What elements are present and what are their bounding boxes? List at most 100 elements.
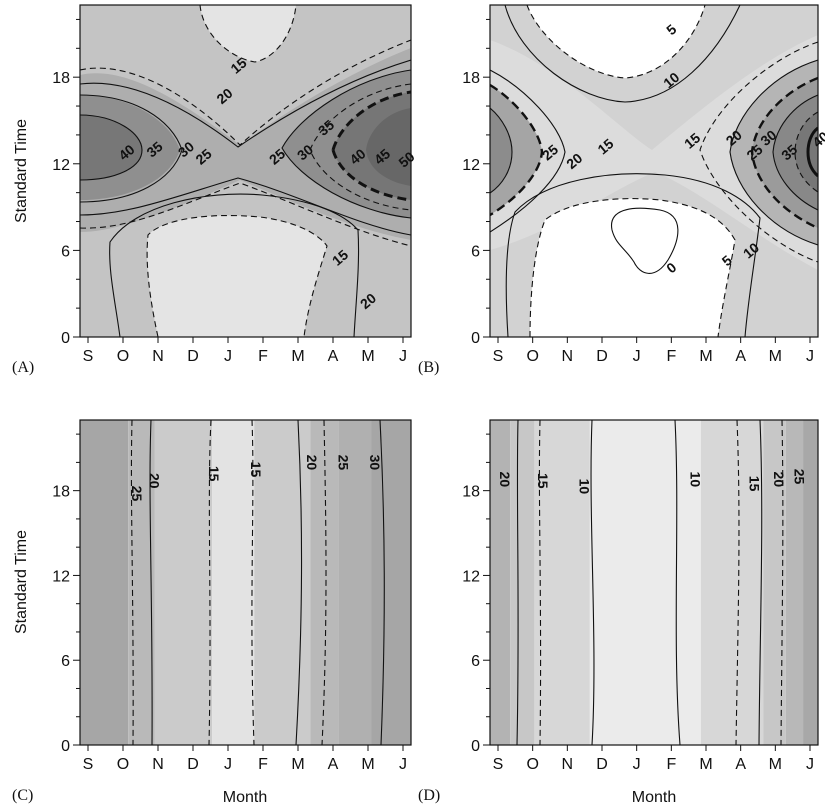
panel-c-y-axis-title: Standard Time (13, 530, 30, 634)
contour-band (589, 420, 701, 745)
contour-band (154, 420, 213, 745)
x-tick-label: D (187, 348, 199, 365)
y-tick-label: 12 (52, 568, 70, 585)
x-tick-label: D (596, 348, 608, 365)
y-tick-label: 0 (61, 738, 70, 755)
contour-label: 15 (535, 473, 551, 489)
x-tick-label: F (258, 348, 268, 365)
contour-label: 20 (497, 472, 513, 488)
panel-d-contour-labels: 20 15 10 10 15 20 25 (497, 469, 808, 495)
x-tick-label: A (735, 756, 746, 773)
y-tick-label: 18 (52, 70, 70, 87)
x-tick-label: A (328, 348, 339, 365)
contour-label: 15 (206, 466, 222, 482)
y-tick-label: 6 (61, 243, 70, 260)
contour-band (338, 420, 372, 745)
contour-band (534, 420, 590, 745)
panel-d-contour-lines (516, 419, 784, 746)
contour-band (371, 420, 411, 745)
y-tick-label: 6 (61, 653, 70, 670)
x-tick-label: N (562, 756, 574, 773)
x-tick-label: J (224, 348, 232, 365)
contour-label: 20 (147, 473, 163, 489)
contour-label: 25 (129, 486, 145, 502)
y-tick-label: 12 (462, 568, 480, 585)
contour-band (490, 420, 511, 745)
y-tick-label: 18 (462, 70, 480, 87)
x-tick-label: D (187, 756, 199, 773)
contour-band (803, 420, 818, 745)
panel-d-bands (490, 420, 818, 745)
panel-d-y-ticks: 0 6 12 18 (462, 433, 490, 755)
x-tick-label: O (526, 756, 538, 773)
x-tick-label: J (224, 756, 232, 773)
x-tick-label: M (291, 348, 304, 365)
x-tick-label: D (596, 756, 608, 773)
x-tick-label: M (361, 756, 374, 773)
contour-band (785, 420, 804, 745)
panel-a-y-ticks: 0 6 12 18 (52, 18, 80, 347)
contour-label: 20 (771, 472, 787, 488)
y-tick-label: 18 (52, 484, 70, 501)
panel-c-label: (C) (12, 787, 33, 804)
contour-label: 10 (688, 472, 704, 488)
contour-band (212, 420, 255, 745)
x-tick-label: J (633, 348, 641, 365)
contour-label: 25 (336, 455, 352, 471)
x-tick-label: A (735, 348, 746, 365)
panel-b-label: (B) (418, 359, 439, 376)
contour-label: 15 (248, 462, 264, 478)
x-tick-label: N (152, 756, 164, 773)
x-tick-label: M (699, 348, 712, 365)
x-tick-label: A (328, 756, 339, 773)
contour-label: 15 (747, 476, 763, 492)
x-tick-label: F (666, 348, 676, 365)
contour-label: 10 (577, 479, 593, 495)
contour-band (80, 420, 129, 745)
y-tick-label: 6 (471, 653, 480, 670)
panel-b-contour-field (490, 5, 818, 337)
x-tick-label: M (291, 756, 304, 773)
x-tick-label: S (83, 348, 94, 365)
x-tick-label: F (666, 756, 676, 773)
x-tick-label: J (806, 348, 814, 365)
x-tick-label: S (493, 348, 504, 365)
x-tick-label: S (83, 756, 94, 773)
x-tick-label: M (361, 348, 374, 365)
panel-b-y-ticks: 0 6 12 18 (462, 18, 490, 347)
x-tick-label: O (117, 348, 129, 365)
panel-a-y-axis-title: Standard Time (13, 119, 30, 223)
x-tick-label: F (258, 756, 268, 773)
x-tick-label: O (526, 348, 538, 365)
x-tick-label: M (699, 756, 712, 773)
x-tick-label: M (769, 756, 782, 773)
x-tick-label: J (633, 756, 641, 773)
panel-d-x-axis-title: Month (632, 789, 676, 806)
contour-label: 20 (304, 455, 320, 471)
panel-c-x-axis-title: Month (223, 789, 267, 806)
panel-c-contour-lines (130, 419, 385, 746)
x-tick-label: O (117, 756, 129, 773)
x-tick-label: J (399, 756, 407, 773)
contour-label: 30 (367, 455, 383, 471)
contour-band (700, 420, 764, 745)
contour-band (510, 420, 535, 745)
x-tick-label: S (493, 756, 504, 773)
panel-c-bands (80, 420, 411, 745)
x-tick-label: J (806, 756, 814, 773)
y-tick-label: 0 (61, 330, 70, 347)
x-tick-label: N (562, 348, 574, 365)
panel-c-y-ticks: 0 6 12 18 (52, 433, 80, 755)
contour-label: 25 (792, 469, 808, 485)
x-tick-label: J (399, 348, 407, 365)
y-tick-label: 0 (471, 738, 480, 755)
x-tick-label: N (152, 348, 164, 365)
